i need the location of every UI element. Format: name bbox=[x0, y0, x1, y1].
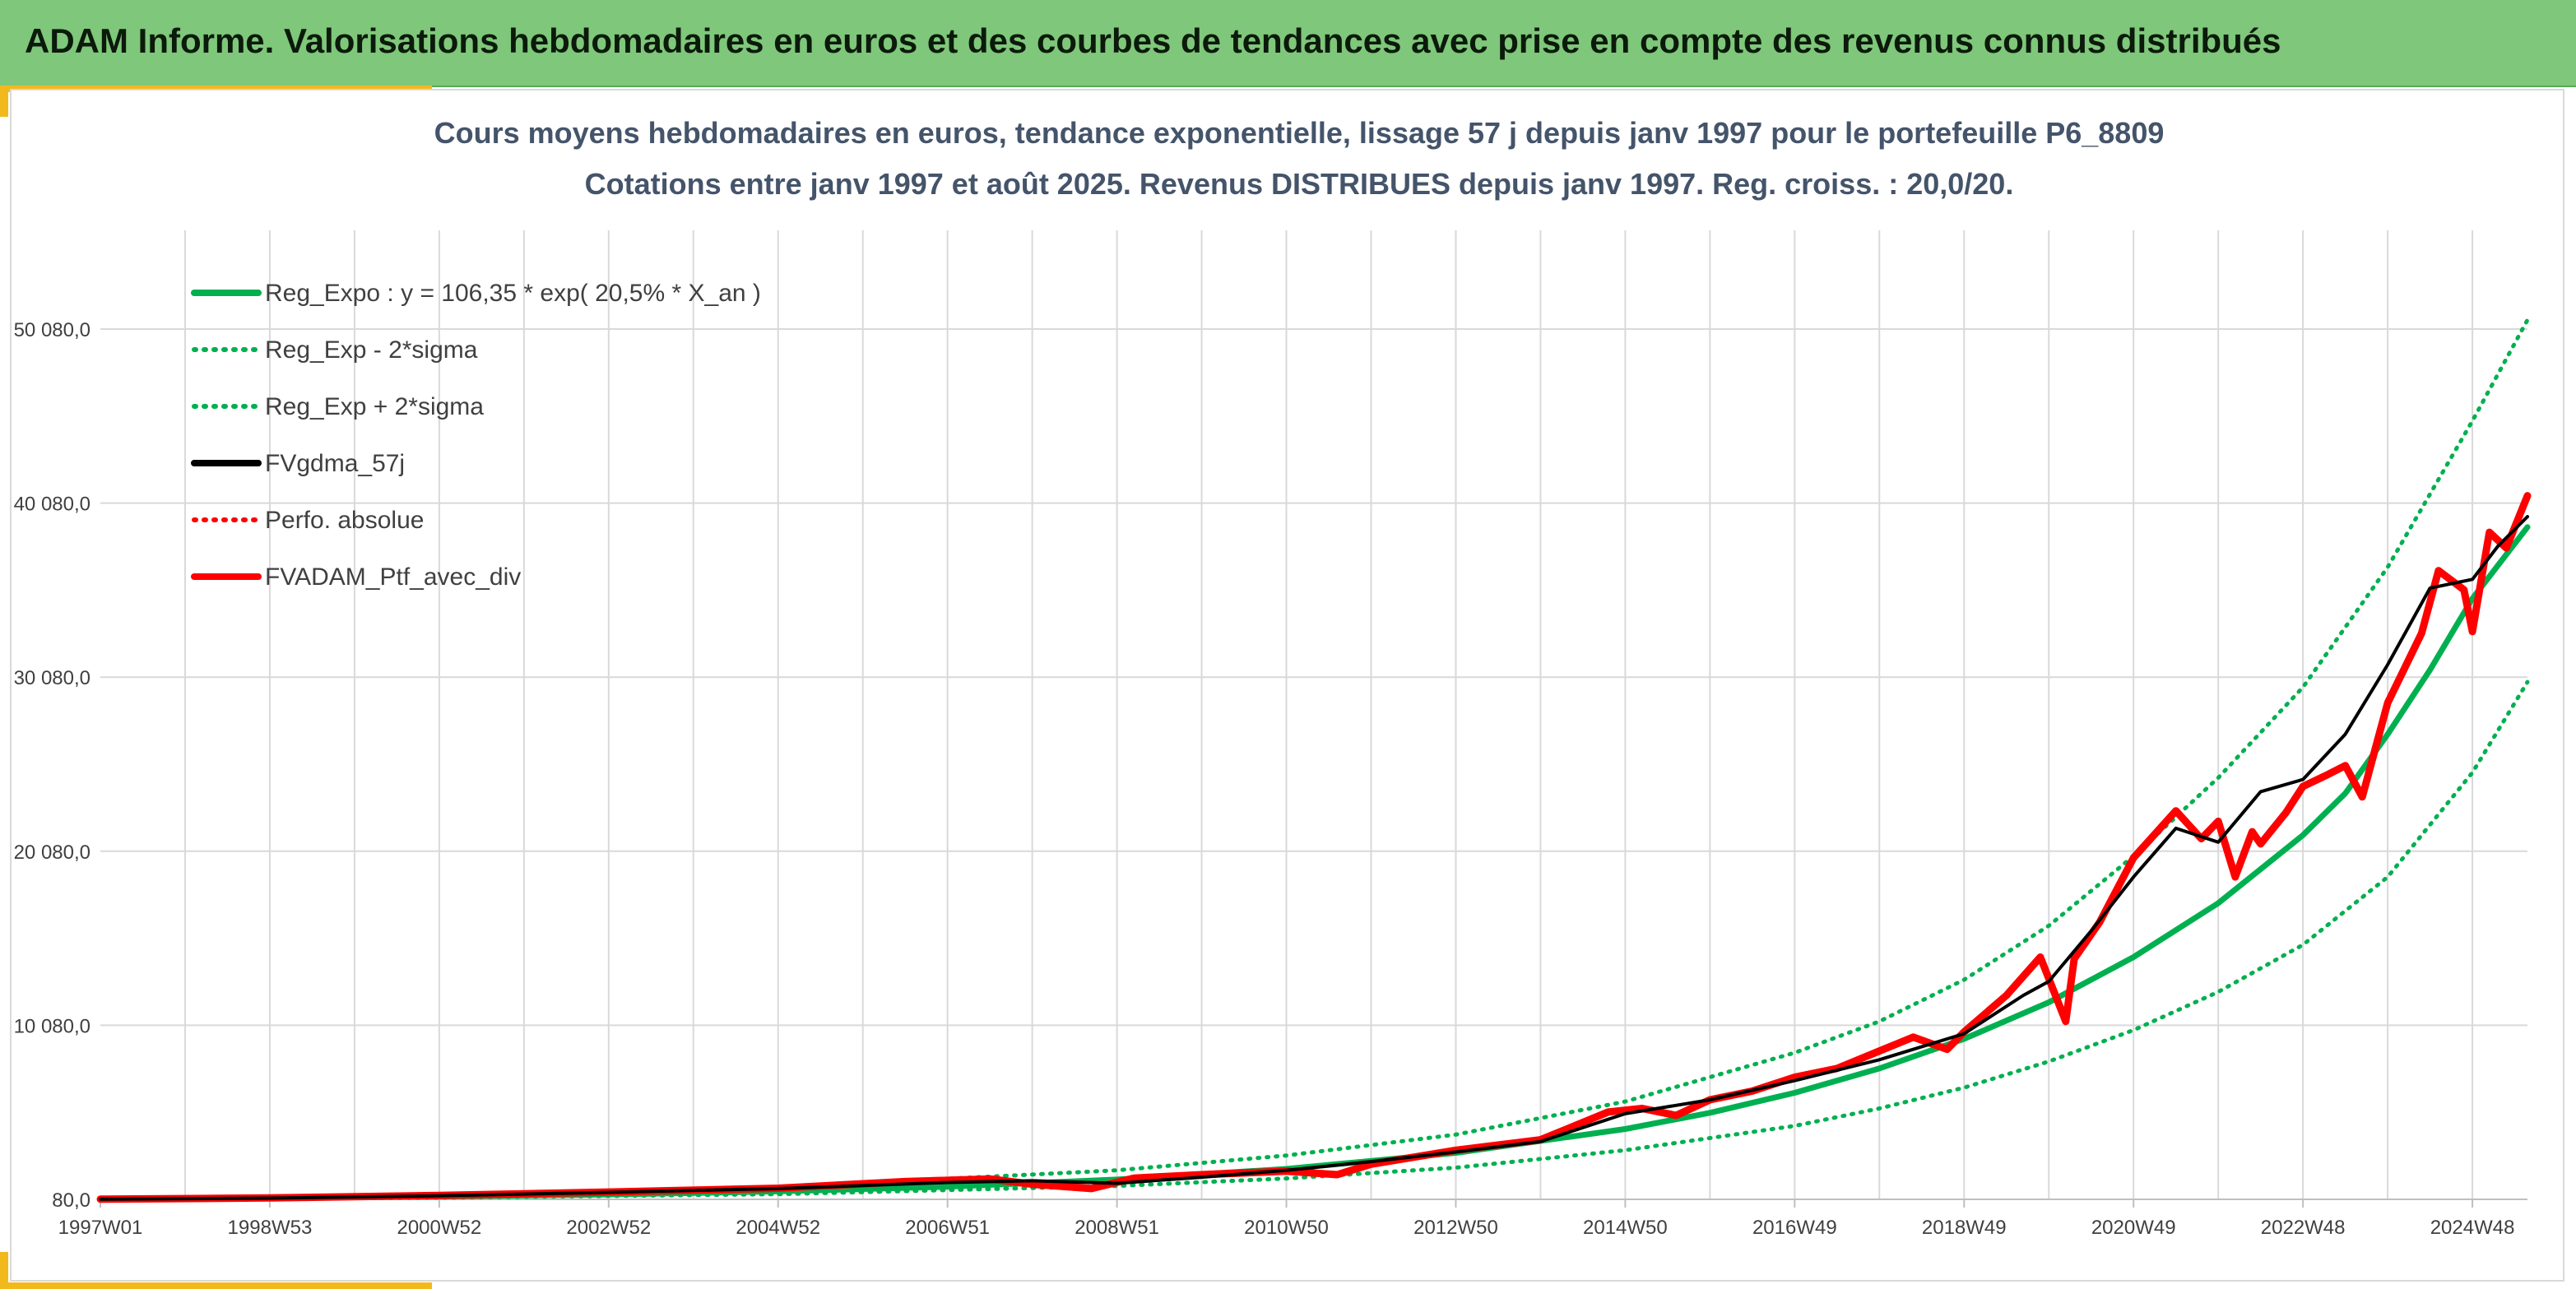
x-tick-label: 2002W52 bbox=[566, 1217, 651, 1239]
x-tick-label: 2020W49 bbox=[2091, 1217, 2176, 1239]
legend-label: Perfo. absolue bbox=[265, 507, 424, 534]
series-line bbox=[96, 492, 2532, 1203]
series-line bbox=[98, 679, 2530, 1202]
series-line bbox=[98, 318, 2530, 1201]
series-line bbox=[97, 524, 2531, 1202]
x-tick-label: 2012W50 bbox=[1413, 1217, 1498, 1239]
x-tick-label: 2022W48 bbox=[2261, 1217, 2346, 1239]
accent-bar-left-top bbox=[0, 86, 8, 117]
y-tick-label: 50 080,0 bbox=[14, 319, 91, 341]
legend-label: FVgdma_57j bbox=[265, 450, 405, 477]
chart-svg: Cours moyens hebdomadaires en euros, ten… bbox=[14, 116, 2532, 1239]
x-tick-label: 2018W49 bbox=[1922, 1217, 2007, 1239]
chart-legend: Reg_Expo : y = 106,35 * exp( 20,5% * X_a… bbox=[191, 280, 761, 591]
series-line bbox=[99, 515, 2529, 1201]
accent-bar-bottom-left bbox=[0, 1282, 432, 1289]
x-tick-label: 1998W53 bbox=[228, 1217, 313, 1239]
legend-label: Reg_Exp - 2*sigma bbox=[265, 336, 478, 364]
x-tick-label: 2000W52 bbox=[397, 1217, 481, 1239]
chart-area: Cours moyens hebdomadaires en euros, ten… bbox=[10, 89, 2564, 1282]
legend-label: Reg_Exp + 2*sigma bbox=[265, 393, 484, 420]
x-tick-label: 2004W52 bbox=[736, 1217, 820, 1239]
legend-label: FVADAM_Ptf_avec_div bbox=[265, 563, 521, 591]
y-tick-label: 30 080,0 bbox=[14, 667, 91, 689]
x-tick-label: 2016W49 bbox=[1752, 1217, 1837, 1239]
grid-layer bbox=[100, 230, 2527, 1200]
y-tick-label: 20 080,0 bbox=[14, 842, 91, 864]
x-tick-label: 2014W50 bbox=[1583, 1217, 1668, 1239]
legend-label: Reg_Expo : y = 106,35 * exp( 20,5% * X_a… bbox=[265, 280, 761, 307]
y-tick-label: 80,0 bbox=[52, 1189, 91, 1212]
header-banner: ADAM Informe. Valorisations hebdomadaire… bbox=[0, 0, 2576, 87]
x-tick-label: 1997W01 bbox=[58, 1217, 143, 1239]
axis-layer: 80,0 10 080,0 20 080,0 30 080,0 40 080,0 50 0… bbox=[14, 319, 2527, 1239]
chart-subtitle: Cotations entre janv 1997 et août 2025. … bbox=[585, 167, 2014, 201]
series-layer bbox=[96, 318, 2532, 1203]
x-tick-label: 2024W48 bbox=[2430, 1217, 2515, 1239]
y-tick-label: 10 080,0 bbox=[14, 1015, 91, 1037]
x-tick-label: 2010W50 bbox=[1244, 1217, 1329, 1239]
x-tick-label: 2008W51 bbox=[1074, 1217, 1159, 1239]
x-tick-label: 2006W51 bbox=[905, 1217, 990, 1239]
y-tick-label: 40 080,0 bbox=[14, 494, 91, 516]
page-title: ADAM Informe. Valorisations hebdomadaire… bbox=[25, 21, 2281, 60]
accent-bar-left-bottom bbox=[0, 1252, 8, 1289]
chart-title: Cours moyens hebdomadaires en euros, ten… bbox=[434, 116, 2165, 150]
